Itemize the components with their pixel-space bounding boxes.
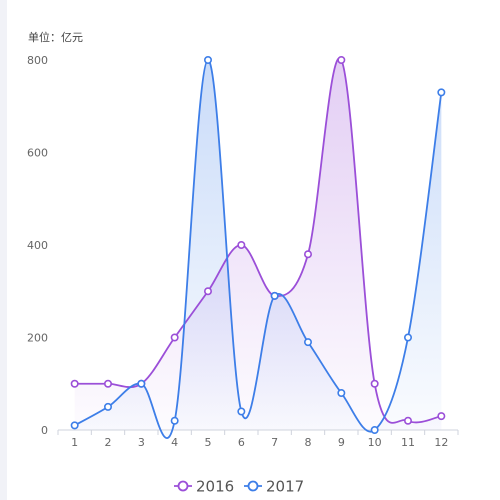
x-tick-label: 9 [338, 436, 345, 449]
data-point-2017[interactable] [137, 379, 146, 388]
y-axis-ticks: 0 200 400 600 800 [27, 54, 48, 437]
legend-marker-icon [247, 480, 259, 492]
data-point-2017[interactable] [104, 402, 113, 411]
legend: 2016 2017 [174, 478, 304, 496]
y-tick-label: 200 [27, 332, 48, 345]
left-border-strip [0, 0, 7, 500]
x-tick-label: 4 [171, 436, 178, 449]
x-tick-label: 8 [305, 436, 312, 449]
data-point-2016[interactable] [370, 379, 379, 388]
x-tick-label: 2 [105, 436, 112, 449]
data-point-2017[interactable] [370, 425, 379, 434]
data-point-2017[interactable] [303, 338, 312, 347]
series-points [70, 55, 446, 434]
data-point-2017[interactable] [437, 88, 446, 97]
unit-label: 单位：亿元 [28, 30, 83, 44]
data-point-2017[interactable] [403, 333, 412, 342]
x-axis-ticks: 1 2 3 4 5 6 7 8 9 10 11 12 [57, 430, 459, 449]
series-area-2017 [74, 59, 442, 439]
x-tick-label: 1 [71, 436, 78, 449]
data-point-2016[interactable] [437, 412, 446, 421]
data-point-2016[interactable] [204, 287, 213, 296]
data-point-2016[interactable] [337, 55, 346, 64]
series-area-2016 [74, 58, 442, 430]
series-areas [74, 58, 442, 439]
data-point-2016[interactable] [170, 333, 179, 342]
data-point-2017[interactable] [70, 421, 79, 430]
data-point-2016[interactable] [303, 250, 312, 259]
legend-label: 2017 [266, 478, 304, 496]
legend-marker-icon [177, 480, 189, 492]
data-point-2017[interactable] [270, 291, 279, 300]
data-point-2017[interactable] [170, 416, 179, 425]
data-point-2017[interactable] [237, 407, 246, 416]
legend-item-2017[interactable]: 2017 [244, 478, 304, 496]
data-point-2016[interactable] [237, 241, 246, 250]
data-point-2016[interactable] [403, 416, 412, 425]
x-tick-label: 5 [205, 436, 212, 449]
legend-label: 2016 [196, 478, 234, 496]
data-point-2016[interactable] [104, 379, 113, 388]
y-tick-label: 0 [41, 424, 48, 437]
x-tick-label: 6 [238, 436, 245, 449]
legend-item-2016[interactable]: 2016 [174, 478, 234, 496]
y-tick-label: 800 [27, 54, 48, 67]
data-point-2016[interactable] [70, 379, 79, 388]
x-tick-label: 3 [138, 436, 145, 449]
x-tick-label: 10 [368, 436, 382, 449]
y-tick-label: 600 [27, 147, 48, 160]
data-point-2017[interactable] [337, 388, 346, 397]
x-tick-label: 12 [434, 436, 448, 449]
x-tick-label: 7 [271, 436, 278, 449]
x-tick-label: 11 [401, 436, 415, 449]
data-point-2017[interactable] [204, 55, 213, 64]
y-tick-label: 400 [27, 239, 48, 252]
